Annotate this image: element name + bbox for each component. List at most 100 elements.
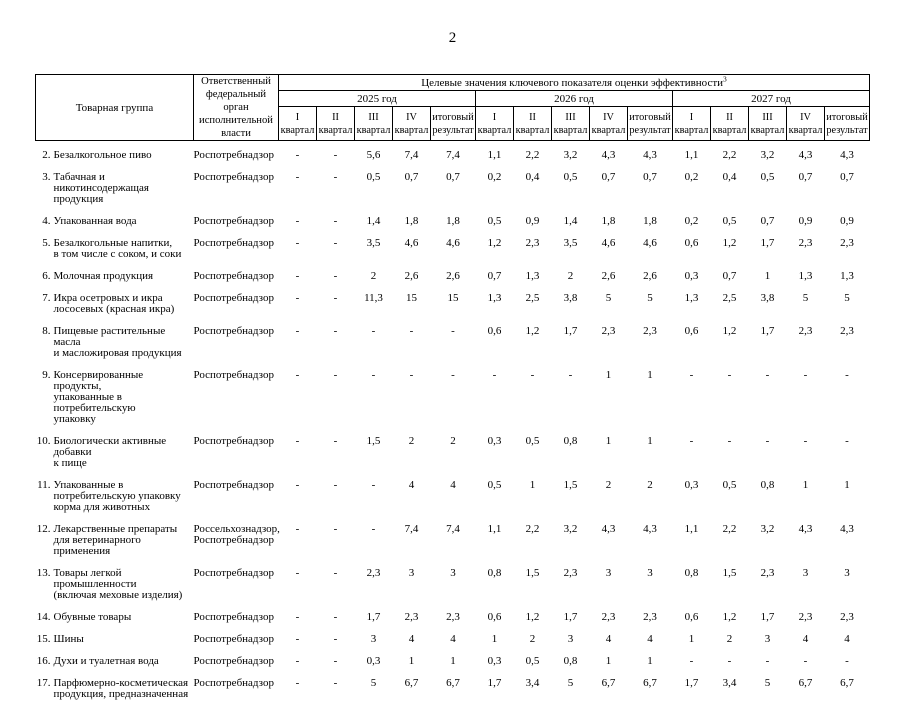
agency: Роспотребнадзор <box>194 293 279 326</box>
year-header: 2025 год <box>279 91 476 107</box>
value-cell: - <box>279 656 317 678</box>
value-cell: 0,2 <box>673 216 711 238</box>
value-cell: 3,2 <box>749 524 787 568</box>
product-name: Табачная и никотинсодержащая продукция <box>54 172 194 205</box>
value-cell: - <box>787 436 825 480</box>
quarter-header-line1: I <box>279 111 316 124</box>
value-cell: - <box>317 238 355 271</box>
value-cell: 2,3 <box>355 568 393 612</box>
value-cell: 0,7 <box>787 172 825 216</box>
value-cell: 1,2 <box>711 238 749 271</box>
quarter-header-line1: итоговый <box>628 111 672 124</box>
quarter-header-line2: квартал <box>590 124 627 137</box>
value-cell: 11,3 <box>355 293 393 326</box>
value-cell: 0,6 <box>673 238 711 271</box>
value-cell: - <box>317 612 355 634</box>
agency: Роспотребнадзор <box>194 568 279 612</box>
value-cell: 1,1 <box>476 524 514 568</box>
product-name-wrap: 16.Духи и туалетная вода <box>36 656 194 667</box>
value-cell: 3 <box>552 634 590 656</box>
product-cell: 8.Пищевые растительные масла и масложиро… <box>36 326 194 370</box>
agency: Роспотребнадзор <box>194 634 279 656</box>
value-cell: 4 <box>628 634 673 656</box>
value-cell: - <box>279 612 317 634</box>
value-cell: 5 <box>552 678 590 711</box>
value-cell: - <box>317 370 355 436</box>
value-cell: 1 <box>628 656 673 678</box>
value-cell: 1,5 <box>552 480 590 524</box>
agency: Роспотребнадзор <box>194 326 279 370</box>
value-cell: - <box>317 568 355 612</box>
quarter-header-line1: итоговый <box>431 111 475 124</box>
value-cell: 6,7 <box>825 678 870 711</box>
value-cell: 1,2 <box>711 326 749 370</box>
value-cell: 1,3 <box>825 271 870 293</box>
value-cell: 0,3 <box>476 436 514 480</box>
row-number: 11. <box>36 480 54 513</box>
value-cell: 4,6 <box>590 238 628 271</box>
table-row: 5.Безалкогольные напитки, в том числе с … <box>36 238 870 271</box>
table-row: 13.Товары легкой промышленности (включая… <box>36 568 870 612</box>
product-cell: 6.Молочная продукция <box>36 271 194 293</box>
value-cell: 3 <box>749 634 787 656</box>
value-cell: 2,3 <box>825 326 870 370</box>
value-cell: 3,2 <box>552 524 590 568</box>
agency-header: Ответственный федеральный орган исполнит… <box>194 75 279 141</box>
value-cell: - <box>279 678 317 711</box>
value-cell: - <box>279 216 317 238</box>
kpi-header: Целевые значения ключевого показателя оц… <box>279 75 870 91</box>
product-name: Безалкогольные напитки, в том числе с со… <box>54 238 194 260</box>
value-cell: 0,5 <box>711 216 749 238</box>
value-cell: 0,8 <box>476 568 514 612</box>
value-cell: 0,6 <box>476 612 514 634</box>
value-cell: 0,4 <box>711 172 749 216</box>
value-cell: 4 <box>431 480 476 524</box>
value-cell: 4,3 <box>628 141 673 173</box>
value-cell: 2,3 <box>590 612 628 634</box>
value-cell: - <box>393 326 431 370</box>
product-cell: 14.Обувные товары <box>36 612 194 634</box>
value-cell: 0,8 <box>673 568 711 612</box>
value-cell: 2,3 <box>825 612 870 634</box>
value-cell: 0,2 <box>476 172 514 216</box>
value-cell: - <box>355 524 393 568</box>
value-cell: 4 <box>393 634 431 656</box>
value-cell: 1,7 <box>673 678 711 711</box>
value-cell: 2,2 <box>514 141 552 173</box>
product-group-header: Товарная группа <box>36 75 194 141</box>
quarter-header-line1: IV <box>787 111 824 124</box>
agency: Роспотребнадзор <box>194 238 279 271</box>
value-cell: 1,4 <box>552 216 590 238</box>
row-number: 16. <box>36 656 54 667</box>
value-cell: - <box>431 370 476 436</box>
value-cell: 5 <box>355 678 393 711</box>
value-cell: - <box>279 436 317 480</box>
value-cell: - <box>355 480 393 524</box>
value-cell: 5,6 <box>355 141 393 173</box>
value-cell: 7,4 <box>393 141 431 173</box>
value-cell: 15 <box>393 293 431 326</box>
quarter-header-line2: квартал <box>476 124 513 137</box>
quarter-header-line1: IV <box>590 111 627 124</box>
value-cell: 0,5 <box>749 172 787 216</box>
agency: Роспотребнадзор <box>194 141 279 173</box>
value-cell: 4,3 <box>825 524 870 568</box>
value-cell: 4 <box>431 634 476 656</box>
value-cell: 0,3 <box>673 480 711 524</box>
value-cell: 5 <box>825 293 870 326</box>
table-header: Товарная группа Ответственный федеральны… <box>36 75 870 141</box>
quarter-header-line1: I <box>476 111 513 124</box>
value-cell: 1,1 <box>476 141 514 173</box>
value-cell: 1 <box>787 480 825 524</box>
value-cell: 4,6 <box>628 238 673 271</box>
value-cell: 2,3 <box>590 326 628 370</box>
row-number: 7. <box>36 293 54 315</box>
value-cell: 1,4 <box>355 216 393 238</box>
value-cell: 0,9 <box>825 216 870 238</box>
product-name: Упакованная вода <box>54 216 194 227</box>
value-cell: 2,3 <box>825 238 870 271</box>
product-name: Пищевые растительные масла и масложирова… <box>54 326 194 359</box>
value-cell: 0,7 <box>590 172 628 216</box>
